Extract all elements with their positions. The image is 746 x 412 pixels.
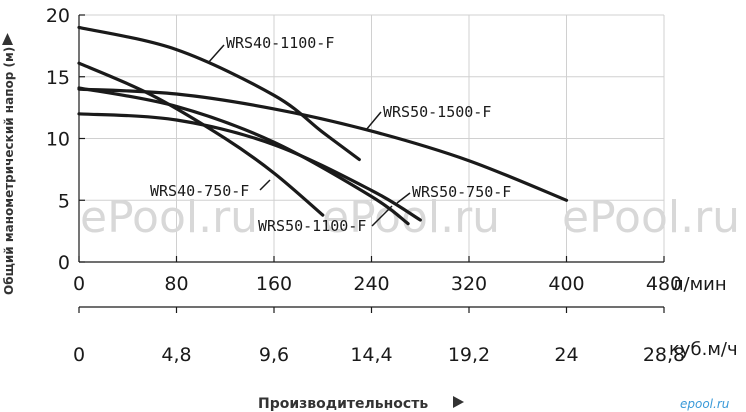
x-tick-label: 160 [256,273,292,295]
x-tick-label: 0 [73,273,85,295]
label-wrs50-750-f: WRS50-750-F [412,183,511,201]
leader-line [396,192,411,204]
curve-wrs50-1100-f [77,112,422,222]
axes: 0510152000804,81609,624014,432019,240024… [46,5,738,366]
watermark-layer: ePool.ru ePool.ru ePool.ru [80,192,740,243]
label-wrs50-1100-f: WRS50-1100-F [258,217,366,235]
curve-wrs40-750-f [77,61,325,217]
x-tick-label: 480 [646,273,682,295]
y-axis-arrow-icon [2,33,13,45]
y-tick-label: 10 [46,129,70,151]
x2-tick-label: 14,4 [350,344,392,366]
x-tick-label: 80 [164,273,188,295]
y-tick-label: 20 [46,5,70,27]
label-wrs50-1500-f: WRS50-1500-F [383,103,491,121]
curve-wrs40-1100-f [77,25,361,162]
x-tick-label: 240 [353,273,389,295]
x-tick-label: 320 [451,273,487,295]
x2-axis-unit: куб.м/ч [669,339,738,360]
x2-tick-label: 28,8 [643,344,685,366]
y-tick-label: 5 [58,190,70,212]
leader-line [371,205,393,227]
curve-wrs50-750-f [77,86,410,226]
corner-watermark: epool.ru [680,397,730,411]
series-labels: WRS40-1100-F WRS50-1500-F WRS40-750-F WRS50… [150,34,511,235]
label-wrs40-750-f: WRS40-750-F [150,182,249,200]
x-axis-unit: л/мин [672,274,727,295]
x2-tick-label: 4,8 [161,344,191,366]
x-axis-arrow-icon [453,396,464,408]
y-tick-label: 0 [58,252,70,274]
x-tick-label: 400 [548,273,584,295]
leader-line [365,111,382,131]
x-axis-label: Производительность [258,396,428,412]
label-wrs40-1100-f: WRS40-1100-F [226,34,334,52]
x2-tick-label: 24 [554,344,578,366]
curves [77,25,569,226]
y-tick-label: 15 [46,67,70,89]
curve-wrs50-1500-f [77,87,569,202]
x2-tick-label: 9,6 [259,344,289,366]
watermark: ePool.ru [322,192,500,243]
x2-tick-label: 0 [73,344,85,366]
x2-tick-label: 19,2 [448,344,490,366]
watermark: ePool.ru [80,192,258,243]
y-axis-label: Общий манометрический напор (м) [2,47,16,295]
watermark: ePool.ru [562,192,740,243]
leader-line [259,179,271,191]
leader-line [207,44,225,64]
